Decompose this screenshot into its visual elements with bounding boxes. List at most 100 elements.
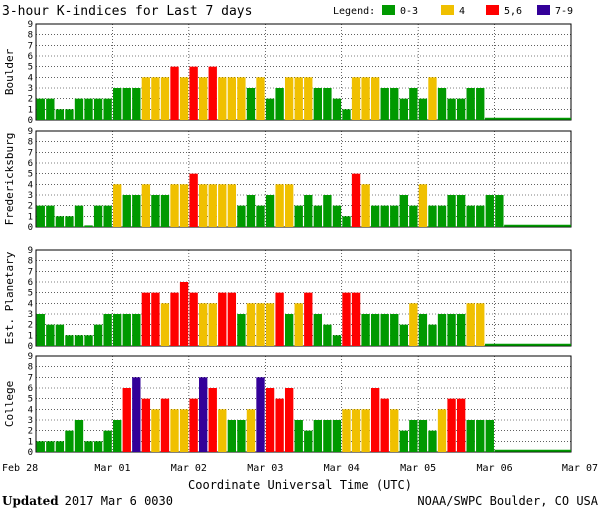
panel-boulder-bar [113, 88, 122, 120]
panel-est-planetary-ytick: 5 [28, 289, 33, 299]
panel-fredericksburg-ytick: 5 [28, 170, 33, 180]
panel-fredericksburg-ytick: 3 [28, 191, 33, 201]
legend-5-6-text: 5,6 [504, 6, 522, 17]
panel-boulder-bar [36, 98, 45, 120]
panel-boulder-ytick: 4 [28, 73, 33, 83]
date-tick-mar-03: Mar 03 [247, 463, 283, 474]
date-tick-mar-07: Mar 07 [562, 463, 598, 474]
panel-boulder-bar [437, 88, 447, 120]
panel-fredericksburg-ytick: 4 [28, 180, 33, 190]
date-tick-mar-04: Mar 04 [324, 463, 360, 474]
panel-boulder-bar [160, 77, 170, 120]
panel-college-ytick: 9 [28, 352, 33, 362]
panel-fredericksburg-bar [84, 225, 93, 227]
panel-boulder-ytick: 2 [28, 95, 33, 105]
panel-fredericksburg-bar [399, 195, 408, 227]
panel-boulder-bar [151, 77, 160, 120]
panel-college-bar [113, 420, 122, 452]
panel-boulder-bar [418, 98, 428, 120]
panel-boulder-bar [380, 88, 389, 120]
panel-est-planetary-bar [208, 303, 217, 346]
panel-boulder-bar [399, 98, 408, 120]
panel-fredericksburg-bar [74, 205, 84, 227]
panel-boulder-bar [189, 66, 198, 120]
legend-label: Legend: [333, 6, 375, 17]
panel-fredericksburg-bar [170, 184, 179, 227]
panel-boulder-ytick: 1 [28, 105, 33, 115]
panel-boulder-ytick: 0 [28, 116, 33, 126]
legend-4-text: 4 [459, 6, 465, 17]
panel-college-bar [284, 388, 294, 452]
panel-est-planetary-bar [332, 335, 342, 346]
panel-college-bar [304, 430, 313, 452]
panel-boulder-bar [409, 88, 418, 120]
panel-college-bar [485, 420, 494, 452]
panel-est-planetary-bar [179, 282, 189, 346]
panel-boulder-ytick: 9 [28, 20, 33, 30]
panel-est-planetary-bar [284, 314, 294, 346]
panel-est-planetary-bar [170, 292, 179, 346]
panel-fredericksburg-bar [294, 205, 303, 227]
panel-boulder-bar [294, 77, 303, 120]
panel-fredericksburg-ytick: 8 [28, 138, 33, 148]
panel-est-planetary-ytick: 4 [28, 299, 33, 309]
panel-college-bar [476, 420, 485, 452]
panel-boulder-bar [218, 77, 227, 120]
panels: 0123456789Boulder0123456789Fredericksbur… [3, 20, 572, 458]
panel-college-bar [323, 420, 332, 452]
panel-est-planetary-bar [313, 314, 322, 346]
updated-timestamp: Updated 2017 Mar 6 0030 [2, 494, 173, 508]
panel-est-planetary-bar [437, 314, 447, 346]
panel-fredericksburg-bar [409, 205, 418, 227]
panel-est-planetary-ytick: 6 [28, 278, 33, 288]
panel-fredericksburg-bar [46, 205, 55, 227]
panel-fredericksburg-bar [380, 205, 389, 227]
panel-boulder-bar [65, 109, 74, 120]
panel-est-planetary-bar [351, 292, 361, 346]
panel-college-ytick: 8 [28, 363, 33, 373]
panel-fredericksburg-bar [218, 184, 227, 227]
panel-college-ytick: 6 [28, 384, 33, 394]
panel-college-bar [65, 430, 74, 452]
panel-fredericksburg-ytick: 7 [28, 148, 33, 158]
panel-est-planetary-bar [323, 324, 332, 346]
panel-fredericksburg-bar [199, 184, 208, 227]
panel-boulder-bar [476, 88, 485, 120]
panel-est-planetary-bar [294, 303, 303, 346]
panel-fredericksburg-bar [275, 184, 284, 227]
legend-0-3-swatch [382, 5, 395, 15]
panel-est-planetary-bar [132, 314, 141, 346]
panel-fredericksburg-bar [361, 184, 370, 227]
panel-college-bar [256, 377, 265, 452]
panel-boulder-ytick: 3 [28, 84, 33, 94]
panel-boulder-bar [361, 77, 370, 120]
panel-boulder-bar [246, 88, 256, 120]
panel-boulder-ytick: 6 [28, 52, 33, 62]
panel-college-bar [132, 377, 141, 452]
panel-fredericksburg-bar [466, 205, 475, 227]
legend-4-swatch [441, 5, 454, 15]
panel-college-bar [179, 409, 189, 452]
panel-est-planetary-bar [256, 303, 265, 346]
panel-boulder-bar [199, 77, 208, 120]
panel-fredericksburg-bar [246, 195, 256, 227]
panel-est-planetary-ytick: 8 [28, 257, 33, 267]
panel-est-planetary-bar [36, 314, 45, 346]
panel-college-bar [294, 420, 303, 452]
legend-5-6-swatch [486, 5, 499, 15]
panel-college-bar [218, 409, 227, 452]
panel-fredericksburg-bar [304, 195, 313, 227]
panel-est-planetary-ytick: 3 [28, 310, 33, 320]
panel-fredericksburg-bar [227, 184, 237, 227]
panel-boulder-bar [390, 88, 399, 120]
panel-est-planetary-ytick: 1 [28, 331, 33, 341]
panel-college-bar [237, 420, 246, 452]
panel-est-planetary-bar [218, 292, 227, 346]
panel-fredericksburg-ytick: 1 [28, 212, 33, 222]
panel-boulder-bar [256, 77, 265, 120]
panel-college-bar [93, 441, 103, 452]
panel-est-planetary-bar [93, 324, 103, 346]
